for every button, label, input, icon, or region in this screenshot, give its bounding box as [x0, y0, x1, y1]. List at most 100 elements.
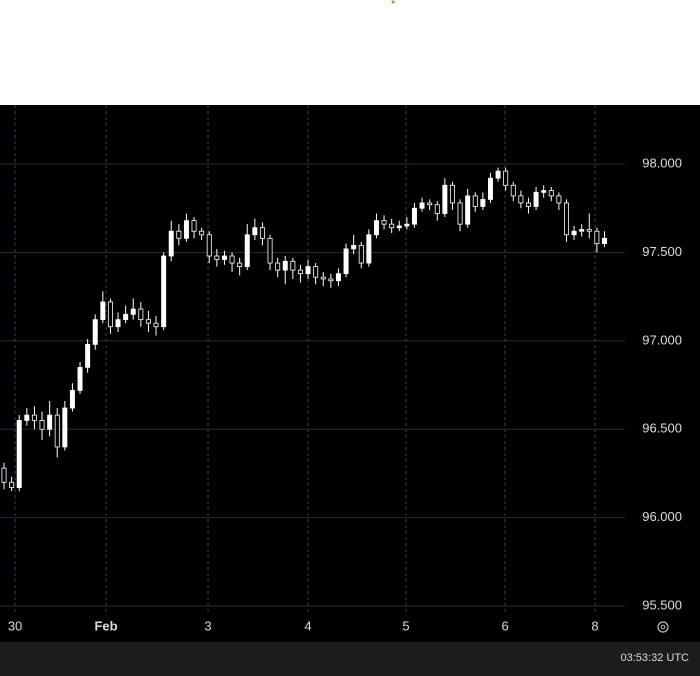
x-tick-label: 4	[304, 618, 311, 633]
candle-body	[328, 278, 334, 282]
candle-body	[214, 255, 220, 260]
candle-body	[130, 308, 136, 315]
y-tick-label: 96.000	[642, 509, 682, 524]
candle-body	[237, 262, 243, 267]
axis-labels: 95.500 96.000 96.500 97.000 97.500 98.000 30 Fe…	[8, 155, 682, 633]
candle-body	[457, 202, 463, 225]
top-area	[0, 0, 700, 105]
settings-icon-center	[660, 624, 666, 630]
candle-body	[16, 420, 22, 488]
indicator-dot	[391, 0, 395, 4]
candle-body	[123, 313, 129, 321]
candle-body	[510, 184, 516, 197]
settings-icon[interactable]	[657, 621, 669, 633]
candle-body	[563, 202, 569, 236]
candle-body	[145, 319, 151, 324]
candle-body	[183, 220, 189, 239]
candle-body	[358, 244, 364, 264]
candle-body	[601, 237, 607, 245]
candle-body	[100, 301, 106, 321]
candle-body	[153, 322, 159, 328]
candle-body	[176, 230, 182, 239]
candle-body	[206, 234, 212, 257]
candle-body	[138, 308, 144, 321]
candle-body	[161, 255, 167, 328]
candle-body	[373, 220, 379, 236]
y-tick-label: 96.500	[642, 421, 682, 436]
candle-body	[47, 414, 53, 430]
candle-body	[221, 255, 227, 260]
candle-body	[252, 227, 258, 236]
candle-body	[62, 407, 68, 448]
candle-body	[472, 195, 478, 207]
candle-body	[244, 234, 250, 267]
candle-body	[548, 190, 554, 197]
candle-body	[297, 269, 303, 275]
candle-body	[267, 237, 273, 264]
candle-body	[579, 229, 585, 232]
candles	[1, 167, 607, 492]
x-tick-label: 8	[591, 618, 598, 633]
candle-body	[275, 262, 281, 271]
candle-body	[313, 266, 319, 278]
candle-body	[31, 414, 37, 421]
candle-body	[541, 190, 547, 193]
candle-body	[404, 223, 410, 227]
candle-body	[525, 202, 531, 207]
candle-body	[107, 301, 113, 328]
candle-body	[442, 184, 448, 214]
candle-body	[191, 220, 197, 232]
candle-body	[586, 229, 592, 232]
candle-body	[77, 366, 83, 391]
candle-body	[290, 260, 296, 271]
candle-body	[9, 481, 15, 488]
grid	[0, 105, 625, 614]
candle-body	[24, 414, 30, 421]
candle-body	[54, 414, 60, 448]
settings-icon-ring	[657, 621, 669, 633]
candle-body	[480, 199, 486, 207]
candle-body	[503, 170, 509, 186]
candle-body	[396, 225, 402, 229]
candle-body	[518, 195, 524, 204]
candle-body	[487, 177, 493, 200]
y-tick-label: 95.500	[642, 597, 682, 612]
x-tick-label: 3	[204, 618, 211, 633]
candle-body	[389, 223, 395, 229]
candle-body	[427, 202, 433, 206]
status-bar	[0, 642, 700, 676]
candle-body	[434, 204, 440, 214]
candle-body	[39, 420, 45, 430]
candle-body	[594, 230, 600, 245]
candle-body	[366, 234, 372, 264]
y-tick-label: 98.000	[642, 155, 682, 170]
candle-body	[495, 170, 501, 179]
candle-body	[69, 389, 75, 409]
candle-body	[343, 248, 349, 275]
x-tick-label: 5	[402, 618, 409, 633]
candle-body	[305, 266, 311, 275]
candle-body	[449, 184, 455, 204]
candle-body	[556, 195, 562, 204]
candle-body	[1, 467, 7, 483]
y-tick-label: 97.500	[642, 244, 682, 259]
candle-body	[168, 230, 174, 257]
candle-body	[465, 195, 471, 225]
candle-body	[381, 220, 387, 225]
candle-body	[85, 343, 91, 368]
y-tick-label: 97.000	[642, 332, 682, 347]
candle-body	[335, 273, 341, 282]
candle-body	[411, 207, 417, 225]
candle-body	[320, 276, 326, 280]
candle-body	[351, 244, 357, 250]
x-tick-label: Feb	[94, 618, 117, 633]
candle-body	[259, 227, 265, 239]
candle-body	[571, 230, 577, 236]
candle-body	[92, 319, 98, 345]
x-tick-label: 6	[501, 618, 508, 633]
clock: 03:53:32 UTC	[621, 652, 690, 664]
candle-body	[229, 255, 235, 264]
candle-body	[533, 191, 539, 207]
